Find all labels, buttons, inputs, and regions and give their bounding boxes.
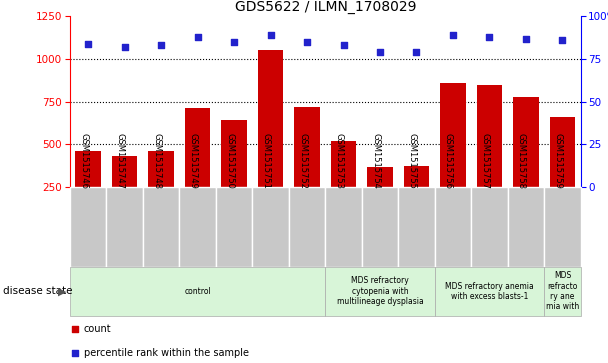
Bar [221,121,247,229]
Bar [477,85,502,229]
Point [71,326,80,332]
Text: GSM1515754: GSM1515754 [371,134,380,189]
Text: GSM1515755: GSM1515755 [407,134,416,189]
Point [120,44,130,50]
Text: GSM1515751: GSM1515751 [261,134,271,189]
Bar [289,187,325,267]
Point [558,37,567,43]
Text: GSM1515758: GSM1515758 [517,133,526,189]
Title: GDS5622 / ILMN_1708029: GDS5622 / ILMN_1708029 [235,0,416,14]
Point [521,36,531,41]
Bar [179,187,216,267]
Text: MDS refractory
cytopenia with
multilineage dysplasia: MDS refractory cytopenia with multilinea… [337,276,423,306]
Bar [331,141,356,229]
Bar [216,187,252,267]
Point [412,49,421,55]
Point [229,39,239,45]
Bar [544,267,581,316]
Point [266,32,275,38]
Bar [550,117,575,229]
Text: GSM1515748: GSM1515748 [152,133,161,189]
Text: count: count [84,324,111,334]
Bar [148,151,174,229]
Bar [508,187,544,267]
Text: GSM1515746: GSM1515746 [79,133,88,189]
Text: control: control [184,287,211,296]
Text: GSM1515750: GSM1515750 [225,134,234,189]
Bar [544,187,581,267]
Text: GSM1515759: GSM1515759 [553,134,562,189]
Point [485,34,494,40]
Bar [435,187,471,267]
Bar [471,187,508,267]
Text: GSM1515752: GSM1515752 [298,134,307,189]
Bar [404,166,429,229]
Point [193,34,202,40]
Bar [294,107,320,229]
Bar [70,267,325,316]
Text: ▶: ▶ [58,286,67,296]
Point [71,350,80,355]
Bar [325,267,435,316]
Text: GSM1515747: GSM1515747 [116,133,125,189]
Bar [143,187,179,267]
Text: percentile rank within the sample: percentile rank within the sample [84,348,249,358]
Bar [112,156,137,229]
Text: GSM1515756: GSM1515756 [444,133,453,189]
Bar [440,83,466,229]
Point [302,39,312,45]
Bar [362,187,398,267]
Bar [367,167,393,229]
Bar [185,109,210,229]
Text: GSM1515753: GSM1515753 [334,133,344,189]
Text: GSM1515757: GSM1515757 [480,133,489,189]
Text: GSM1515749: GSM1515749 [188,134,198,189]
Text: MDS refractory anemia
with excess blasts-1: MDS refractory anemia with excess blasts… [445,282,534,301]
Bar [258,50,283,229]
Text: disease state: disease state [3,286,72,296]
Bar [398,187,435,267]
Bar [435,267,544,316]
Point [375,49,385,55]
Point [83,41,93,46]
Point [339,42,348,48]
Bar [70,187,106,267]
Point [156,42,166,48]
Bar [106,187,143,267]
Bar [75,151,101,229]
Text: MDS
refracto
ry ane
mia with: MDS refracto ry ane mia with [546,271,579,311]
Point [448,32,458,38]
Bar [252,187,289,267]
Bar [513,97,539,229]
Bar [325,187,362,267]
